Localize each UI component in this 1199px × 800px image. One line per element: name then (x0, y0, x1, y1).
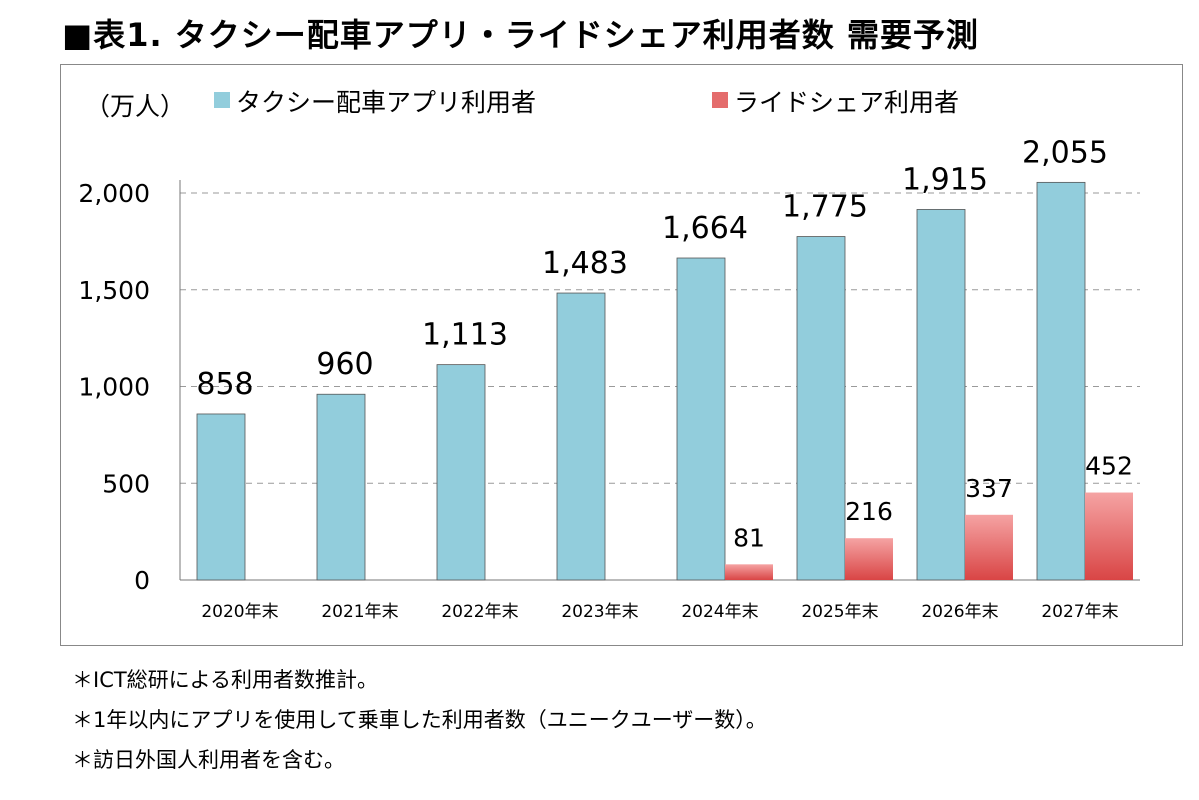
bar-taxi-app-2 (436, 364, 486, 581)
data-label-rideshare-5: 216 (845, 497, 893, 526)
bar-taxi-app-3 (556, 292, 606, 581)
data-label-rideshare-7: 452 (1085, 452, 1133, 481)
data-label-taxi-app-4: 1,664 (662, 211, 748, 246)
bar-taxi-app-7 (1036, 181, 1086, 581)
data-label-taxi-app-2: 1,113 (422, 318, 508, 353)
legend-label-rideshare: ライドシェア利用者 (734, 88, 959, 117)
x-tick-label-4: 2024年末 (681, 602, 758, 622)
chart-title: ■表1. タクシー配車アプリ・ライドシェア利用者数 需要予測 (62, 16, 979, 54)
footnotes: ＊ICT総研による利用者数推計。 ＊1年以内にアプリを使用して乗車した利用者数（… (72, 660, 767, 780)
bar-chart: 0 500 1,000 1,500 2,000 （万人） 858 2020年末 960 2021年… (78, 88, 1140, 622)
footnote-2: ＊1年以内にアプリを使用して乗車した利用者数（ユニークユーザー数）。 (72, 708, 767, 732)
bar-taxi-app-6 (916, 209, 966, 581)
data-label-rideshare-4: 81 (733, 523, 765, 552)
x-tick-label-2: 2022年末 (441, 602, 518, 622)
bar-taxi-app-1 (316, 393, 366, 581)
x-tick-label-1: 2021年末 (321, 602, 398, 622)
data-label-taxi-app-3: 1,483 (542, 246, 628, 281)
y-tick-label-2000: 2,000 (78, 179, 150, 208)
bar-taxi-app-0 (196, 413, 246, 581)
x-tick-label-3: 2023年末 (561, 602, 638, 622)
bar-rideshare-7 (1085, 492, 1133, 580)
data-label-taxi-app-6: 1,915 (902, 162, 988, 197)
legend-swatch-taxi-app (214, 92, 230, 108)
x-tick-label-0: 2020年末 (201, 602, 278, 622)
x-tick-label-7: 2027年末 (1041, 602, 1118, 622)
data-label-taxi-app-5: 1,775 (782, 190, 868, 225)
x-tick-label-6: 2026年末 (921, 602, 998, 622)
footnote-3: ＊訪日外国人利用者を含む。 (72, 748, 345, 772)
y-tick-label-0: 0 (134, 566, 150, 595)
legend-swatch-rideshare (712, 92, 728, 108)
bar-rideshare-5 (845, 538, 893, 580)
chart-frame (60, 64, 1183, 646)
footnote-1: ＊ICT総研による利用者数推計。 (72, 668, 379, 692)
bar-rideshare-4 (725, 564, 773, 580)
data-label-taxi-app-1: 960 (316, 347, 373, 382)
data-label-taxi-app-0: 858 (196, 367, 253, 402)
x-tick-label-5: 2025年末 (801, 602, 878, 622)
bar-taxi-app-4 (676, 257, 726, 581)
y-tick-label-500: 500 (102, 469, 150, 498)
data-label-taxi-app-7: 2,055 (1022, 135, 1108, 170)
y-unit-label: （万人） (85, 92, 185, 121)
data-label-rideshare-6: 337 (965, 474, 1013, 503)
y-tick-label-1000: 1,000 (78, 373, 150, 402)
y-tick-label-1500: 1,500 (78, 276, 150, 305)
bar-rideshare-6 (965, 514, 1013, 580)
bar-taxi-app-5 (796, 236, 846, 581)
legend-label-taxi-app: タクシー配車アプリ利用者 (236, 88, 536, 117)
